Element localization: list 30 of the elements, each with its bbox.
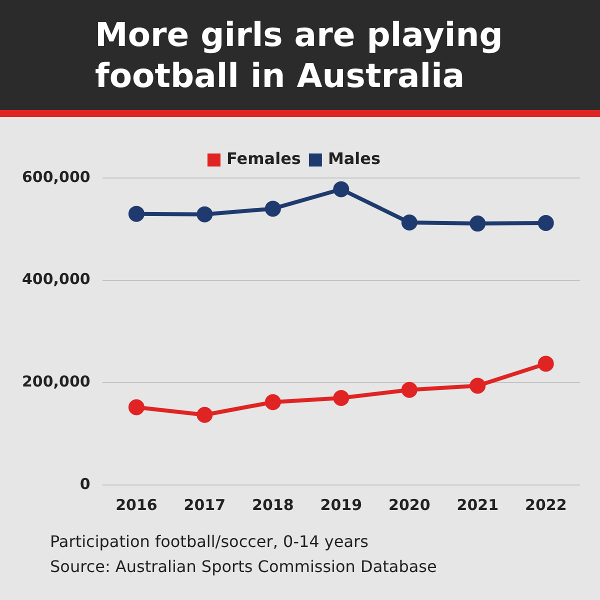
point bbox=[128, 399, 144, 416]
x-tick-label: 2016 bbox=[116, 496, 158, 514]
point bbox=[128, 206, 144, 222]
point bbox=[538, 215, 554, 232]
x-tick-label: 2019 bbox=[320, 496, 362, 514]
chart-title: More girls are playing football in Australia bbox=[95, 14, 504, 96]
x-tick-label: 2017 bbox=[184, 496, 226, 514]
point bbox=[264, 200, 281, 217]
point bbox=[401, 214, 418, 231]
point bbox=[401, 382, 418, 398]
y-tick-label: 600,000 bbox=[22, 168, 90, 186]
point bbox=[538, 356, 554, 372]
point bbox=[264, 394, 281, 410]
point bbox=[470, 216, 486, 232]
point bbox=[333, 181, 350, 198]
y-tick-label: 400,000 bbox=[22, 270, 90, 288]
x-tick-label: 2020 bbox=[388, 496, 430, 514]
point bbox=[333, 390, 350, 406]
point bbox=[470, 378, 486, 394]
x-tick-label: 2021 bbox=[456, 496, 499, 514]
text: Participation football/soccer, 0-14 years bbox=[50, 531, 370, 553]
legend-label: Females bbox=[226, 149, 301, 168]
point bbox=[196, 406, 213, 423]
source-note: Source: Australian Sports Commission Database bbox=[50, 556, 438, 578]
y-tick-label: 200,000 bbox=[22, 372, 90, 391]
x-tick-label: 2022 bbox=[525, 496, 567, 514]
point bbox=[196, 206, 213, 222]
x-tick-label: 2018 bbox=[252, 496, 294, 514]
y-tick-label: 0 bbox=[80, 474, 90, 493]
legend-label: Males bbox=[328, 149, 381, 168]
